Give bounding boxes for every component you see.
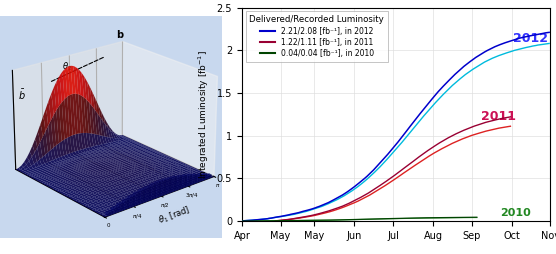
Y-axis label: Integrated Luminosity [fb$^{-1}$]: Integrated Luminosity [fb$^{-1}$] [197,50,211,179]
Text: 2011: 2011 [481,110,516,123]
Text: b: b [116,30,123,40]
Text: 2010: 2010 [500,208,531,218]
Text: 2012: 2012 [513,32,548,45]
Text: $\bar{b}$: $\bar{b}$ [18,88,26,102]
Legend: 2.21/2.08 [fb⁻¹], in 2012, 1.22/1.11 [fb⁻¹], in 2011, 0.04/0.04 [fb⁻¹], in 2010: 2.21/2.08 [fb⁻¹], in 2012, 1.22/1.11 [fb… [246,11,388,62]
Text: $\theta_2$: $\theta_2$ [62,60,72,73]
X-axis label: $\theta_1$ [rad]: $\theta_1$ [rad] [156,204,192,228]
